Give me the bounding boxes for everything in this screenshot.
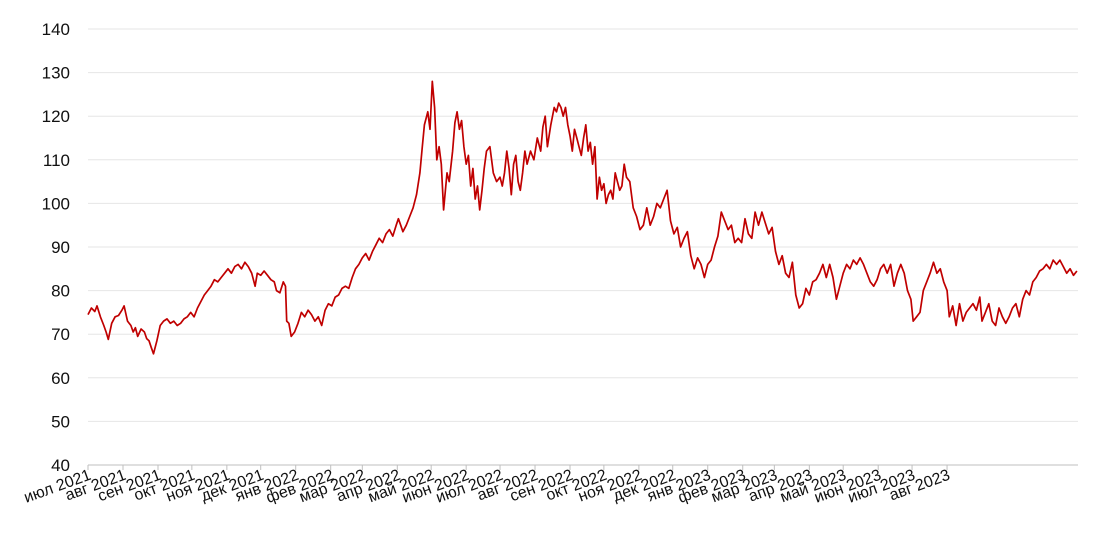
gridlines xyxy=(88,28,1078,422)
y-tick-label: 120 xyxy=(42,107,70,126)
y-tick-label: 140 xyxy=(42,20,70,39)
y-tick-label: 110 xyxy=(43,151,70,170)
series-layer xyxy=(87,80,1078,355)
y-tick-label: 80 xyxy=(51,282,70,301)
y-tick-label: 40 xyxy=(51,456,70,475)
y-tick-label: 60 xyxy=(51,369,70,388)
y-tick-label: 90 xyxy=(51,238,70,257)
y-tick-label: 130 xyxy=(42,64,70,83)
y-axis-tick-labels: 40 50 60 70 80 90 100 110 120 130 140 xyxy=(42,20,70,475)
y-tick-label: 100 xyxy=(42,194,70,213)
y-tick-label: 50 xyxy=(51,412,70,431)
y-tick-label: 70 xyxy=(51,325,70,344)
series-line-0 xyxy=(87,80,1078,355)
